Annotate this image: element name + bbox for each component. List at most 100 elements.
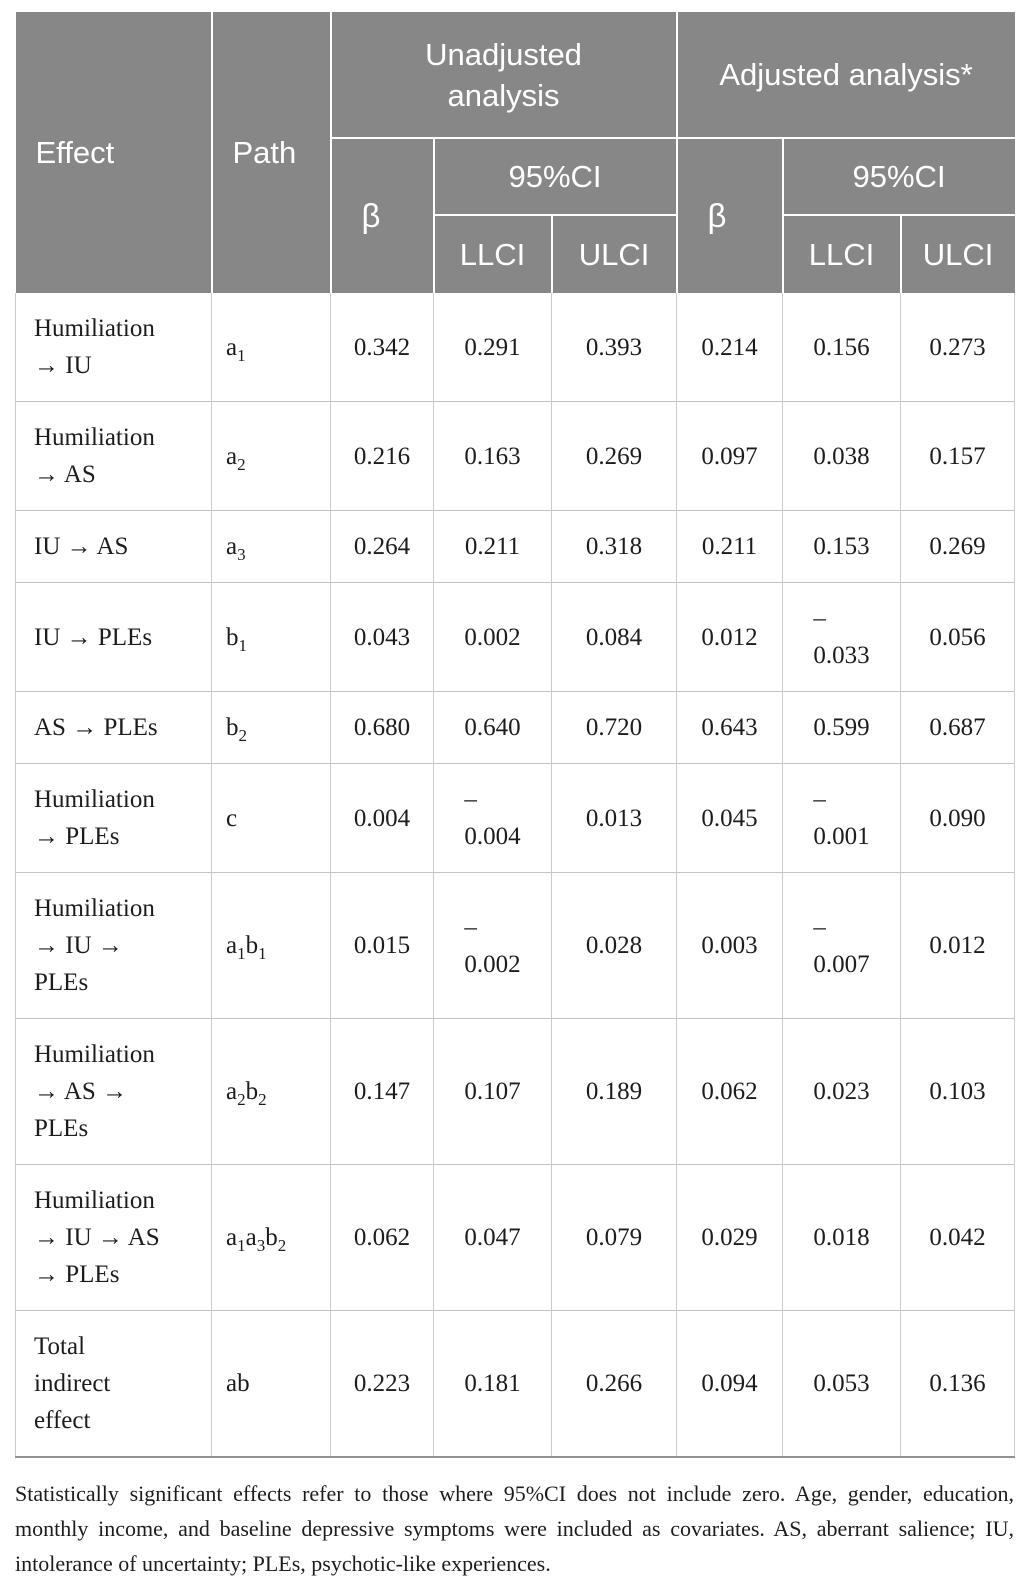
col-group-unadjusted: Unadjusted analysis [329,12,678,139]
value-cell: 0.720 [551,691,678,764]
value-cell: 0.015 [330,872,434,1019]
effect-cell: Total indirect effect [15,1310,212,1458]
value-cell: 0.264 [330,510,434,583]
effect-cell: AS → PLEs [15,691,212,764]
effect-cell: IU → PLEs [15,582,212,692]
value-cell: 0.023 [782,1018,902,1165]
value-cell: 0.103 [900,1018,1016,1165]
value-cell: 0.147 [330,1018,434,1165]
value-cell: 0.012 [900,872,1016,1019]
value-cell: 0.043 [330,582,434,692]
value-cell: 0.045 [676,763,784,873]
path-cell: c [211,763,331,873]
col-group-adjusted: Adjusted analysis* [675,12,1015,139]
path-cell: ab [211,1310,331,1458]
effect-cell: Humiliation → PLEs [15,763,212,873]
value-cell: 0.599 [782,691,902,764]
table-row: Humiliation → IU → AS → PLEs a1a3b2 0.062 0… [15,1164,1016,1311]
value-cell: 0.136 [900,1310,1016,1458]
effect-cell: Humiliation → IU → AS → PLEs [15,1164,212,1311]
value-cell: – 0.001 [782,763,902,873]
value-cell: 0.266 [551,1310,678,1458]
path-cell: b2 [211,691,331,764]
value-cell: 0.097 [676,401,784,511]
effects-table: Effect Path Unadjusted analysis Adjusted… [15,12,1016,1458]
value-cell: 0.012 [676,582,784,692]
value-cell: 0.028 [551,872,678,1019]
value-cell: 0.042 [900,1164,1016,1311]
value-cell: 0.084 [551,582,678,692]
value-cell: – 0.007 [782,872,902,1019]
path-cell: a1b1 [211,872,331,1019]
value-cell: 0.029 [676,1164,784,1311]
header-row-beta-ci: β 95%CI β 95%CI [16,137,1015,293]
negative-value: – 0.033 [813,605,870,669]
value-cell: 0.269 [551,401,678,511]
col-header-effect: Effect [15,12,213,293]
value-cell: 0.053 [782,1310,902,1458]
effect-cell: IU → AS [15,510,212,583]
table-header: Effect Path Unadjusted analysis Adjusted… [15,12,1015,293]
value-cell: 0.062 [676,1018,784,1165]
value-cell: 0.273 [900,293,1016,402]
header-row-groups: Effect Path Unadjusted analysis Adjusted… [15,12,1015,293]
negative-value: – 0.001 [813,786,870,850]
value-cell: 0.079 [551,1164,678,1311]
col-header-beta-adjusted: β [675,137,784,293]
table-footnote: Statistically significant effects refer … [15,1481,1014,1576]
effect-cell: Humiliation → AS → PLEs [15,1018,212,1165]
value-cell: 0.002 [433,582,552,692]
value-cell: 0.004 [330,763,434,873]
value-cell: – 0.004 [433,763,552,873]
value-cell: 0.342 [330,293,434,402]
col-header-ulci-adjusted: ULCI [899,214,1015,293]
value-cell: 0.047 [433,1164,552,1311]
path-cell: a2b2 [211,1018,331,1165]
value-cell: 0.013 [551,763,678,873]
path-cell: b1 [211,582,331,692]
col-header-ci-adjusted: 95%CI [781,137,1015,216]
value-cell: 0.643 [676,691,784,764]
col-header-llci-adjusted: LLCI [781,214,902,293]
table-row: Humiliation → PLEs c 0.004 – 0.004 0.013 0.04… [15,763,1016,873]
effect-cell: Humiliation → IU [15,293,212,402]
table-row: IU → AS a3 0.264 0.211 0.318 0.211 0.153 0.269 [15,510,1016,583]
value-cell: – 0.002 [433,872,552,1019]
value-cell: 0.003 [676,872,784,1019]
value-cell: 0.393 [551,293,678,402]
table-body: Humiliation → IU a1 0.342 0.291 0.393 0.214 0.… [15,293,1016,1458]
table-row: Humiliation → IU → PLEs a1b1 0.015 – 0.002 0… [15,872,1016,1019]
value-cell: 0.090 [900,763,1016,873]
value-cell: 0.216 [330,401,434,511]
path-cell: a2 [211,401,331,511]
value-cell: 0.223 [330,1310,434,1458]
table-row: AS → PLEs b2 0.680 0.640 0.720 0.643 0.599 0.68… [15,691,1016,764]
value-cell: 0.062 [330,1164,434,1311]
table-row: Humiliation → AS a2 0.216 0.163 0.269 0.097 0.… [15,401,1016,511]
value-cell: 0.269 [900,510,1016,583]
col-header-path: Path [210,12,332,293]
value-cell: 0.181 [433,1310,552,1458]
value-cell: 0.291 [433,293,552,402]
table-row: Humiliation → IU a1 0.342 0.291 0.393 0.214 0.… [15,293,1016,402]
col-header-beta-unadjusted: β [329,137,435,293]
path-cell: a3 [211,510,331,583]
path-cell: a1 [211,293,331,402]
effect-cell: Humiliation → AS [15,401,212,511]
value-cell: 0.094 [676,1310,784,1458]
value-cell: – 0.033 [782,582,902,692]
value-cell: 0.211 [676,510,784,583]
negative-value: – 0.004 [464,786,521,850]
col-header-ci-unadjusted: 95%CI [432,137,678,216]
table-row: Humiliation → AS → PLEs a2b2 0.147 0.107 0.1… [15,1018,1016,1165]
value-cell: 0.318 [551,510,678,583]
path-cell: a1a3b2 [211,1164,331,1311]
col-header-ulci-unadjusted: ULCI [550,214,678,293]
value-cell: 0.153 [782,510,902,583]
negative-value: – 0.002 [464,913,521,978]
effect-cell: Humiliation → IU → PLEs [15,872,212,1019]
table-row: Total indirect effect ab 0.223 0.181 0.266 0.… [15,1310,1016,1458]
value-cell: 0.687 [900,691,1016,764]
value-cell: 0.189 [551,1018,678,1165]
